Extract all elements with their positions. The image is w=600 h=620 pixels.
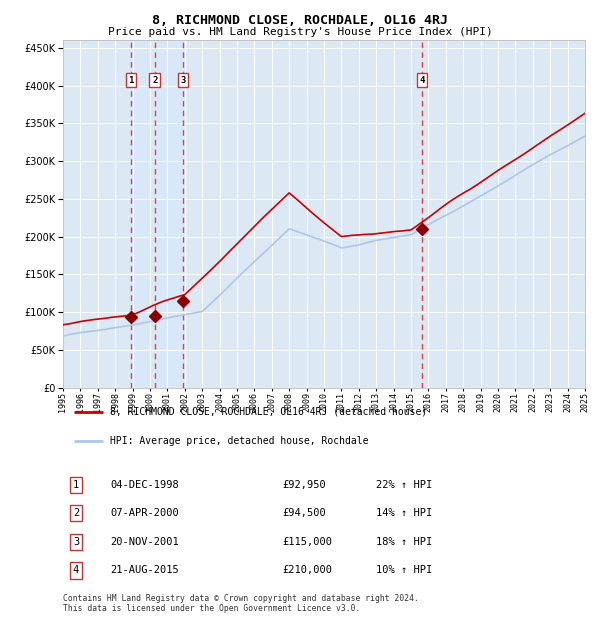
Text: 8, RICHMOND CLOSE, ROCHDALE, OL16 4RJ (detached house): 8, RICHMOND CLOSE, ROCHDALE, OL16 4RJ (d… [110, 407, 427, 417]
Text: 8, RICHMOND CLOSE, ROCHDALE, OL16 4RJ: 8, RICHMOND CLOSE, ROCHDALE, OL16 4RJ [152, 14, 448, 27]
Text: 18% ↑ HPI: 18% ↑ HPI [376, 537, 433, 547]
Text: 20-NOV-2001: 20-NOV-2001 [110, 537, 179, 547]
Text: 4: 4 [419, 76, 425, 85]
Text: 2: 2 [73, 508, 79, 518]
Text: 1: 1 [128, 76, 134, 85]
Text: 4: 4 [73, 565, 79, 575]
Text: 14% ↑ HPI: 14% ↑ HPI [376, 508, 433, 518]
Text: 3: 3 [180, 76, 185, 85]
Text: 1: 1 [73, 480, 79, 490]
Text: £94,500: £94,500 [282, 508, 326, 518]
Text: 21-AUG-2015: 21-AUG-2015 [110, 565, 179, 575]
Text: 07-APR-2000: 07-APR-2000 [110, 508, 179, 518]
Text: Price paid vs. HM Land Registry's House Price Index (HPI): Price paid vs. HM Land Registry's House … [107, 27, 493, 37]
Text: £92,950: £92,950 [282, 480, 326, 490]
Text: Contains HM Land Registry data © Crown copyright and database right 2024.
This d: Contains HM Land Registry data © Crown c… [63, 594, 419, 613]
Text: £210,000: £210,000 [282, 565, 332, 575]
Text: HPI: Average price, detached house, Rochdale: HPI: Average price, detached house, Roch… [110, 436, 368, 446]
Text: 22% ↑ HPI: 22% ↑ HPI [376, 480, 433, 490]
Bar [131, 40, 183, 388]
Text: 04-DEC-1998: 04-DEC-1998 [110, 480, 179, 490]
Text: 3: 3 [73, 537, 79, 547]
Text: 2: 2 [152, 76, 157, 85]
Text: 10% ↑ HPI: 10% ↑ HPI [376, 565, 433, 575]
Text: £115,000: £115,000 [282, 537, 332, 547]
